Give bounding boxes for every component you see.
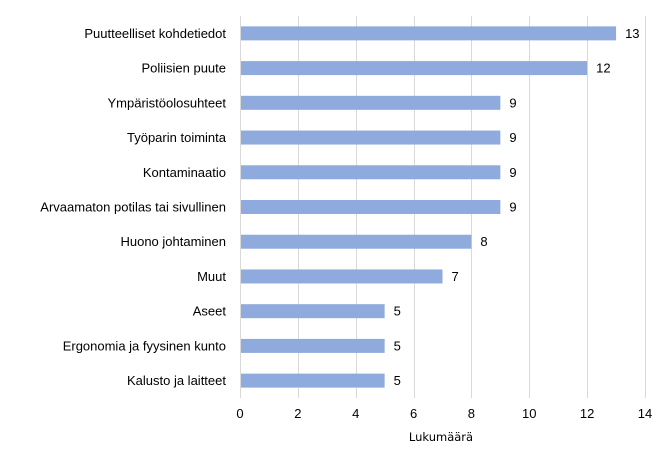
category-label: Aseet bbox=[193, 304, 227, 319]
value-label: 9 bbox=[509, 200, 516, 215]
category-label: Kalusto ja laitteet bbox=[127, 373, 226, 388]
value-label: 9 bbox=[509, 165, 516, 180]
bar bbox=[241, 165, 501, 180]
category-labels: Puutteelliset kohdetiedot Poliisien puute… bbox=[40, 26, 226, 388]
x-tick-label: 6 bbox=[410, 406, 417, 421]
x-axis-title: Lukumäärä bbox=[409, 430, 473, 444]
category-label: Kontaminaatio bbox=[143, 165, 226, 180]
bar bbox=[241, 234, 472, 249]
bar bbox=[241, 61, 588, 76]
bar bbox=[241, 338, 385, 353]
bar bbox=[241, 95, 501, 110]
value-label: 9 bbox=[509, 95, 516, 110]
value-label: 9 bbox=[509, 130, 516, 145]
value-label: 7 bbox=[452, 269, 459, 284]
bar bbox=[241, 269, 443, 284]
x-tick-label: 14 bbox=[638, 406, 652, 421]
x-tick-label: 4 bbox=[352, 406, 359, 421]
value-label: 8 bbox=[480, 234, 487, 249]
category-label: Arvaamaton potilas tai sivullinen bbox=[40, 200, 226, 215]
bars bbox=[241, 26, 617, 388]
value-labels: 13 12 9 9 9 9 8 7 5 5 5 bbox=[394, 26, 640, 388]
bar bbox=[241, 304, 385, 319]
x-tick-label: 0 bbox=[236, 406, 243, 421]
value-label: 5 bbox=[394, 338, 401, 353]
category-label: Huono johtaminen bbox=[120, 234, 226, 249]
category-label: Poliisien puute bbox=[141, 61, 226, 76]
category-label: Ergonomia ja fyysinen kunto bbox=[63, 338, 226, 353]
value-label: 13 bbox=[625, 26, 639, 41]
x-tick-label: 2 bbox=[294, 406, 301, 421]
bar bbox=[241, 130, 501, 145]
x-tick-label: 8 bbox=[468, 406, 475, 421]
value-label: 5 bbox=[394, 373, 401, 388]
bar bbox=[241, 373, 385, 388]
bar bbox=[241, 26, 617, 41]
category-label: Puutteelliset kohdetiedot bbox=[84, 26, 226, 41]
bar bbox=[241, 200, 501, 214]
category-label: Muut bbox=[197, 269, 226, 284]
value-label: 12 bbox=[596, 61, 610, 76]
x-tick-label: 10 bbox=[522, 406, 536, 421]
x-tick-labels: 0 2 4 6 8 10 12 14 bbox=[236, 406, 652, 421]
x-tick-label: 12 bbox=[580, 406, 594, 421]
value-label: 5 bbox=[394, 304, 401, 319]
category-label: Työparin toiminta bbox=[127, 130, 227, 145]
category-label: Ympäristöolosuhteet bbox=[107, 95, 226, 110]
